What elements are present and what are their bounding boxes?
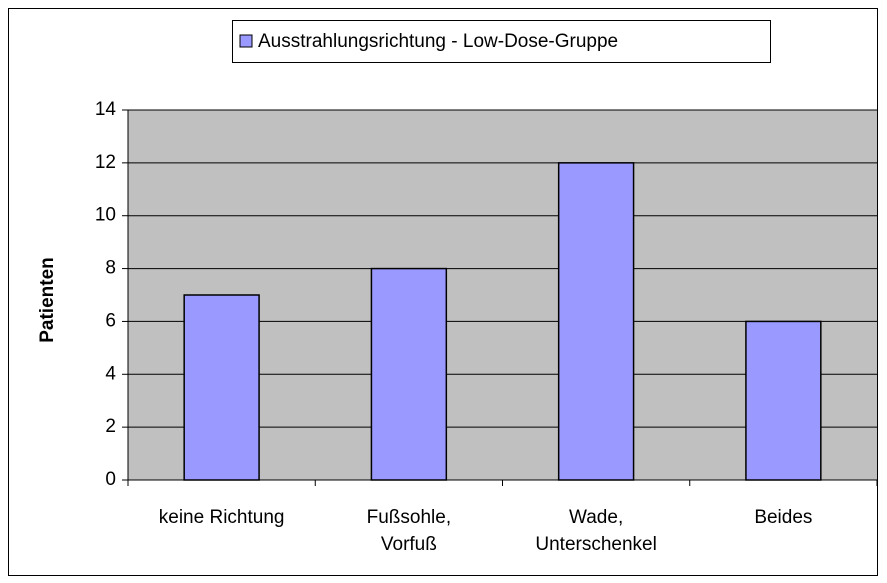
y-tick-label: 8 [105, 258, 116, 279]
y-axis-label: Patienten [37, 257, 58, 343]
legend-swatch [239, 34, 253, 48]
x-tick-label: Fußsohle, Vorfuß [367, 507, 451, 555]
x-tick-label: Beides [754, 507, 812, 528]
legend [232, 20, 771, 63]
bar [557, 162, 635, 481]
legend-label: Ausstrahlungsrichtung - Low-Dose-Gruppe [258, 31, 618, 52]
y-tick-label: 14 [95, 99, 117, 120]
y-tick-label: 4 [105, 363, 116, 384]
y-tick-label: 2 [105, 416, 116, 437]
x-tick-label: keine Richtung [159, 507, 285, 528]
bar [370, 267, 448, 481]
y-tick-label: 0 [105, 469, 116, 490]
bar [745, 320, 822, 481]
y-tick-label: 10 [95, 205, 116, 226]
y-tick-label: 6 [105, 310, 116, 331]
bar [183, 294, 260, 481]
y-tick-label: 12 [95, 152, 116, 173]
x-tick-label: Wade, Unterschenkel [535, 507, 656, 555]
